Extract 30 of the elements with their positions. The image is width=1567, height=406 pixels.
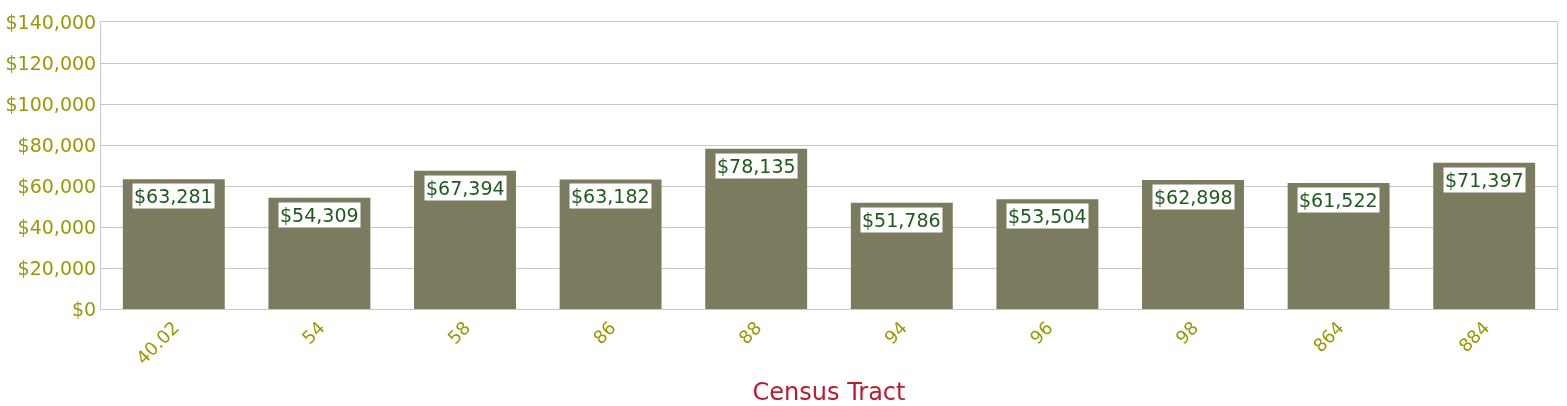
data-label: $78,135 [717,155,796,177]
data-label: $61,522 [1299,189,1378,211]
data-label: $67,394 [426,177,505,199]
data-label: $62,898 [1154,186,1233,208]
x-axis-title: Census Tract [752,377,906,406]
y-tick-label: $20,000 [17,256,97,279]
data-label: $53,504 [1008,205,1087,227]
y-tick-label: $100,000 [5,92,97,115]
y-tick-label: $0 [72,297,97,320]
x-tick-label: 58 [443,316,475,348]
x-tick-label: 54 [297,316,329,348]
data-label: $63,281 [134,185,213,207]
y-tick-label: $120,000 [5,51,97,74]
data-label: $51,786 [862,209,941,231]
y-tick-label: $40,000 [17,215,97,238]
x-tick-label: 94 [879,316,911,348]
x-tick-label: 88 [734,316,766,348]
bar [705,148,808,309]
data-label: $54,309 [280,204,359,226]
x-tick-label: 98 [1171,316,1203,348]
x-tick-label: 864 [1308,316,1348,357]
x-tick-label: 86 [588,316,620,348]
y-tick-label: $60,000 [17,174,97,197]
bar [1433,162,1536,309]
y-tick-label: $140,000 [5,10,97,33]
x-tick-label: 884 [1454,316,1494,357]
x-tick-label: 96 [1025,316,1057,348]
data-label: $71,397 [1445,169,1524,191]
y-tick-label: $80,000 [17,133,97,156]
data-label: $63,182 [571,185,650,207]
